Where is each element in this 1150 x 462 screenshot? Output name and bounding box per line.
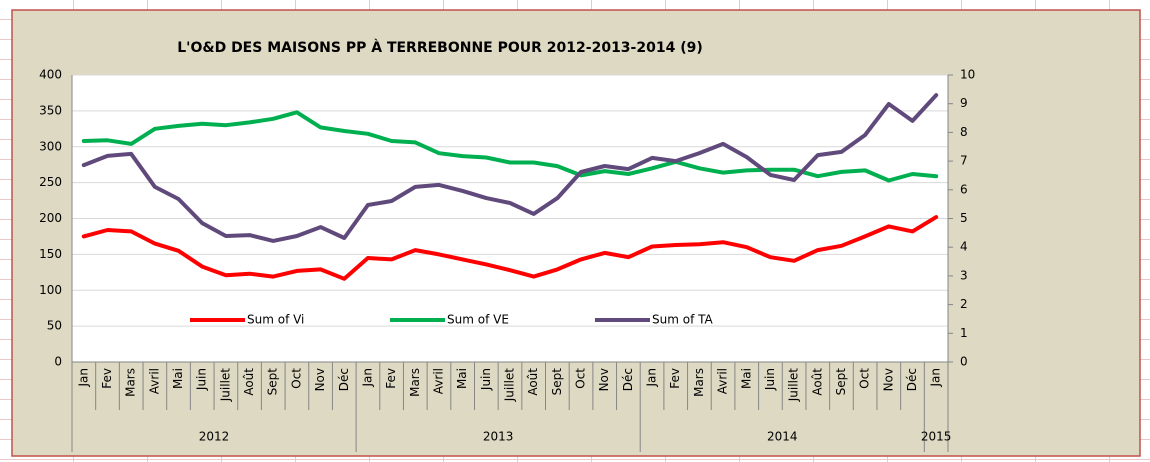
series-line (81, 110, 939, 183)
x-tick-label: Mai (739, 368, 753, 389)
x-tick-label: Fev (384, 368, 398, 389)
legend-label: Sum of VE (447, 313, 509, 327)
y2-tick-label: 2 (960, 297, 968, 311)
y-tick-label: 100 (39, 283, 62, 297)
x-tick-label: Jan (645, 368, 659, 388)
chart-title: L'O&D DES MAISONS PP À TERREBONNE POUR 2… (177, 39, 703, 56)
y-tick-label: 250 (39, 175, 62, 189)
y-tick-label: 400 (39, 68, 62, 82)
year-label: 2013 (483, 430, 514, 444)
x-tick-label: Août (242, 368, 256, 396)
x-tick-label: Mars (124, 368, 138, 397)
x-tick-label: Mai (171, 368, 185, 389)
x-tick-label: Juillet (787, 368, 801, 403)
y-tick-label: 350 (39, 103, 62, 117)
legend-label: Sum of TA (652, 313, 714, 327)
y-tick-label: 200 (39, 211, 62, 225)
series-line (81, 93, 939, 243)
year-label: 2014 (767, 430, 798, 444)
x-tick-label: Oct (289, 368, 303, 389)
x-tick-label: Nov (881, 368, 895, 391)
y2-tick-label: 10 (960, 68, 975, 82)
x-tick-label: Août (526, 368, 540, 396)
x-tick-label: Déc (905, 368, 919, 391)
x-tick-label: Fev (100, 368, 114, 389)
x-tick-label: Fev (668, 368, 682, 389)
year-label: 2015 (921, 430, 952, 444)
x-tick-label: Avril (431, 368, 445, 394)
x-tick-label: Avril (147, 368, 161, 394)
x-tick-label: Juin (479, 368, 493, 391)
y2-tick-label: 6 (960, 182, 968, 196)
x-tick-label: Nov (597, 368, 611, 391)
x-tick-label: Sept (266, 368, 280, 396)
x-tick-label: Avril (716, 368, 730, 394)
y2-tick-label: 3 (960, 268, 968, 282)
x-tick-label: Juin (195, 368, 209, 391)
series-line (81, 215, 939, 281)
x-tick-label: Juin (763, 368, 777, 391)
y2-tick-label: 9 (960, 96, 968, 110)
x-tick-label: Jan (360, 368, 374, 388)
x-tick-label: Déc (621, 368, 635, 391)
x-tick-label: Août (810, 368, 824, 396)
y2-tick-label: 4 (960, 240, 968, 254)
y-tick-label: 50 (47, 319, 62, 333)
y2-tick-label: 0 (960, 355, 968, 369)
y-tick-label: 150 (39, 247, 62, 261)
x-tick-label: Sept (550, 368, 564, 396)
y2-tick-label: 7 (960, 154, 968, 168)
x-tick-label: Juillet (218, 368, 232, 403)
year-label: 2012 (199, 430, 230, 444)
y-tick-label: 0 (54, 355, 62, 369)
x-tick-label: Sept (834, 368, 848, 396)
x-tick-label: Juillet (503, 368, 517, 403)
x-tick-label: Nov (313, 368, 327, 391)
x-tick-label: Mars (408, 368, 422, 397)
x-tick-label: Mars (692, 368, 706, 397)
y-tick-label: 300 (39, 139, 62, 153)
y2-tick-label: 1 (960, 326, 968, 340)
y2-tick-label: 5 (960, 211, 968, 225)
x-tick-label: Jan (76, 368, 90, 388)
x-tick-label: Déc (337, 368, 351, 391)
y2-tick-label: 8 (960, 125, 968, 139)
x-tick-label: Mai (455, 368, 469, 389)
x-tick-label: Oct (574, 368, 588, 389)
x-tick-label: Oct (858, 368, 872, 389)
legend-label: Sum of Vi (247, 313, 304, 327)
x-tick-label: Jan (929, 368, 943, 388)
